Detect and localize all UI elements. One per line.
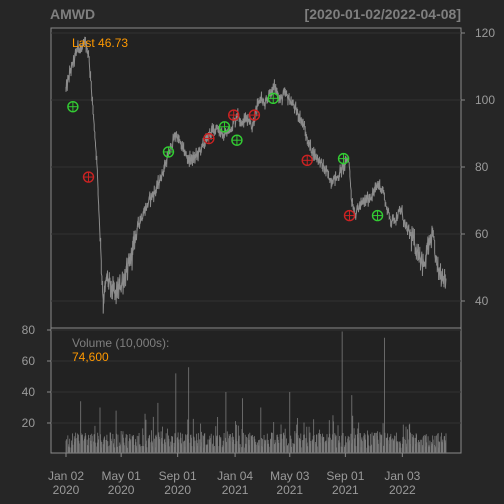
x-tick-label-date: May 01 — [101, 469, 141, 483]
sell-signal-marker — [343, 209, 356, 222]
buy-signal-marker — [337, 152, 350, 165]
x-tick-label-year: 2021 — [222, 483, 249, 497]
last-price-label: Last 46.73 — [72, 36, 128, 50]
volume-bar-series — [65, 331, 447, 453]
x-tick-label-date: Sep 01 — [326, 469, 364, 483]
signal-markers — [67, 92, 384, 222]
volume-tick-label: 20 — [22, 416, 36, 430]
sell-signal-marker — [82, 171, 95, 183]
volume-grid — [51, 329, 461, 424]
price-y-axis: 40 60 80 100 120 — [461, 26, 495, 308]
volume-tick-label: 80 — [22, 323, 36, 337]
x-tick-label-year: 2020 — [108, 483, 135, 497]
x-tick-label-year: 2021 — [276, 483, 303, 497]
volume-panel-frame — [50, 327, 462, 454]
sell-signal-marker — [301, 154, 313, 167]
sell-signal-marker — [228, 109, 240, 121]
buy-signal-marker — [162, 146, 175, 158]
x-tick-label-date: Jan 04 — [217, 469, 253, 483]
volume-label: Volume (10,000s): — [72, 336, 169, 350]
price-tick-label: 60 — [475, 227, 489, 241]
x-tick-label-date: Jan 03 — [384, 469, 420, 483]
x-tick-label-date: May 03 — [270, 469, 310, 483]
x-tick-label-year: 2021 — [332, 483, 359, 497]
buy-signal-marker — [67, 100, 79, 113]
volume-tick-label: 60 — [22, 354, 36, 368]
x-tick-label-date: Jan 02 — [48, 469, 84, 483]
price-tick-label: 120 — [475, 26, 495, 40]
x-tick-label-year: 2020 — [53, 483, 80, 497]
buy-signal-marker — [371, 209, 384, 222]
x-tick-label-date: Sep 01 — [159, 469, 197, 483]
price-panel: 40 60 80 100 120 Last 46.73 — [50, 26, 495, 329]
price-tick-label: 100 — [475, 93, 495, 107]
volume-bars — [65, 331, 447, 453]
price-line — [65, 36, 447, 314]
x-tick-label-year: 2020 — [164, 483, 191, 497]
sell-signal-marker — [248, 109, 261, 121]
buy-signal-marker — [231, 134, 243, 146]
price-tick-label: 40 — [475, 294, 489, 308]
sell-signal-marker — [203, 132, 215, 145]
volume-panel: 20 40 60 80 Volume (10,000s): 74,600 — [22, 323, 462, 454]
volume-y-axis: 20 40 60 80 — [22, 323, 51, 430]
buy-signal-marker — [267, 92, 279, 105]
price-tick-label: 80 — [475, 160, 489, 174]
volume-last-value: 74,600 — [72, 350, 109, 364]
buy-signal-marker — [218, 121, 231, 133]
symbol-title: AMWD — [50, 6, 95, 22]
price-grid — [51, 32, 461, 302]
x-tick-label-year: 2022 — [389, 483, 416, 497]
date-range-title: [2020-01-02/2022-04-08] — [305, 6, 461, 22]
volume-tick-label: 40 — [22, 385, 36, 399]
